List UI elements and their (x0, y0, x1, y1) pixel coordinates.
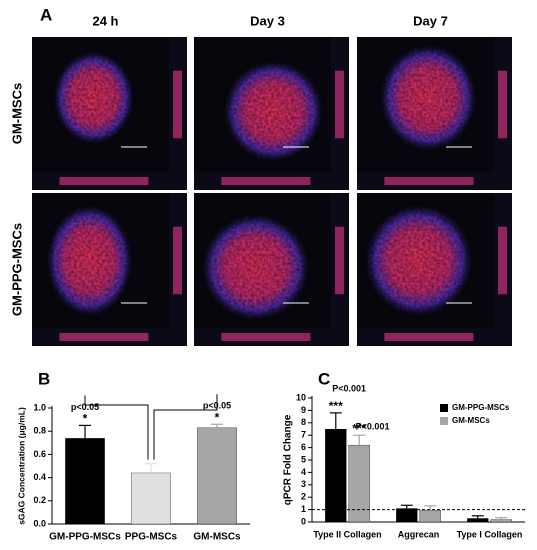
x-tick-label: Type I Collagen (457, 529, 523, 539)
y-tick-label: 2 (301, 492, 306, 502)
error-bar (495, 517, 508, 520)
y-tick-label: 1.0 (33, 402, 46, 412)
y-tick-label: 0.0 (33, 518, 46, 528)
error-bar (353, 434, 366, 446)
bottom-signal (59, 333, 149, 341)
significance-stars: * (215, 410, 220, 424)
legend-label: GM-PPG-MSCs (452, 403, 510, 412)
cell-texture (378, 43, 478, 152)
y-tick-label: 6 (301, 442, 306, 452)
bottom-signal (59, 177, 149, 185)
x-tick-label: PPG-MSCs (125, 532, 178, 543)
bottom-signal (384, 333, 474, 341)
y-axis-label: sGAG Concentration (μg/mL) (16, 407, 26, 525)
error-bar (145, 463, 157, 473)
side-signal (173, 70, 182, 139)
significance-stars: *** (352, 421, 366, 435)
cell-aggregate (363, 203, 474, 318)
column-header: 24 h (92, 13, 118, 28)
bar (467, 518, 489, 522)
y-tick-label: 0 (301, 516, 306, 526)
y-axis-label: qPCR Fold Change (283, 414, 294, 505)
cell-aggregate (52, 50, 135, 145)
side-signal (498, 70, 507, 139)
column-header: Day 7 (413, 13, 448, 28)
y-tick-label: 0.6 (33, 449, 46, 459)
y-tick-label: 9 (301, 405, 306, 415)
bar (348, 444, 371, 523)
y-tick-label: 10 (296, 392, 306, 402)
y-tick-label: 8 (301, 417, 306, 427)
x-tick-label: GM-MSCs (193, 532, 241, 543)
bar (490, 519, 513, 523)
bar (131, 472, 171, 525)
error-bar (211, 423, 223, 428)
significance-label: P<0.001 (356, 422, 390, 432)
y-tick-label: 7 (301, 430, 306, 440)
bottom-signal (221, 177, 311, 185)
legend-label: GM-MSCs (452, 416, 490, 425)
bracket (84, 395, 149, 460)
error-bar (400, 504, 413, 509)
bar (325, 429, 347, 522)
y-tick-label: 0.2 (33, 495, 46, 505)
bottom-signal (384, 177, 474, 185)
y-tick-label: 3 (301, 479, 306, 489)
cell-aggregate (200, 213, 311, 322)
bracket (153, 394, 218, 460)
panel-label: C (318, 369, 330, 388)
error-bar (79, 424, 91, 439)
error-bar (329, 412, 342, 429)
bottom-signal (221, 333, 311, 341)
y-tick-label: 4 (301, 467, 306, 477)
row-header: GM-MSCs (9, 83, 24, 144)
bar (197, 427, 237, 525)
x-tick-label: GM-PPG-MSCs (49, 532, 121, 543)
side-signal (335, 226, 344, 295)
side-signal (498, 226, 507, 295)
significance-stars: * (83, 412, 88, 426)
cell-texture (222, 59, 325, 163)
cell-aggregate (222, 59, 325, 163)
side-signal (335, 70, 344, 139)
panel-label: A (40, 5, 52, 24)
error-bar (424, 505, 437, 511)
y-tick-label: 5 (301, 454, 306, 464)
x-tick-label: Aggrecan (398, 529, 440, 539)
cell-aggregate (378, 43, 478, 152)
y-tick-label: 1 (301, 504, 306, 514)
significance-label: p<0.05 (71, 402, 99, 412)
bar (419, 510, 442, 523)
cell-aggregate (45, 203, 134, 318)
y-tick-label: 0.4 (33, 472, 46, 482)
significance-label: P<0.001 (332, 383, 366, 393)
column-header: Day 3 (250, 13, 285, 28)
x-tick-label: Type II Collagen (313, 529, 381, 539)
significance-stars: *** (329, 399, 343, 413)
legend-swatch (440, 404, 448, 412)
bar (396, 508, 418, 522)
cell-texture (363, 203, 474, 318)
cell-texture (200, 213, 311, 322)
error-bar (471, 515, 484, 519)
bar (65, 438, 105, 524)
panel-label: B (38, 369, 50, 388)
cell-texture (45, 203, 134, 318)
side-signal (173, 226, 182, 295)
cell-texture (52, 50, 135, 145)
row-header: GM-PPG-MSCs (9, 223, 24, 316)
y-tick-label: 0.8 (33, 426, 46, 436)
legend-swatch (440, 417, 448, 425)
